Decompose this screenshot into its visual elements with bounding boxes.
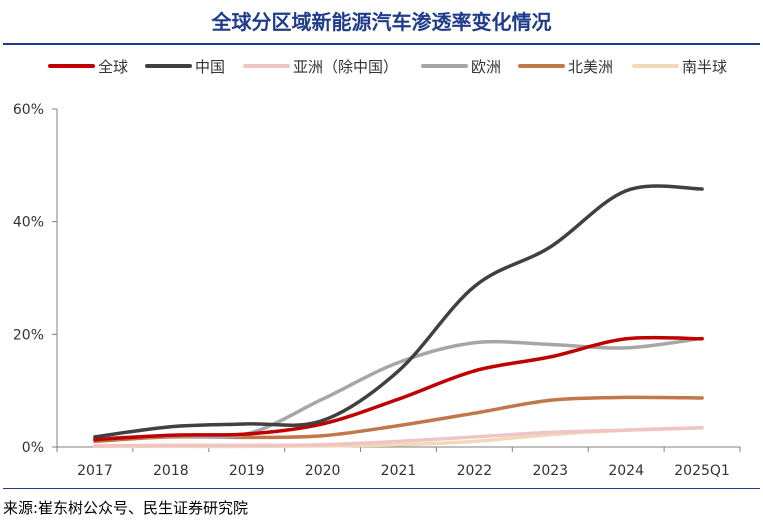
legend-label: 欧洲	[471, 58, 501, 76]
legend: 全球 中国 亚洲（除中国） 欧洲 北美洲 南半球	[48, 58, 727, 76]
x-tick-label: 2017	[77, 463, 113, 479]
y-tick-label: 20%	[13, 327, 44, 343]
series-line-中国	[93, 184, 704, 439]
y-axis-ticks: 0% 20% 40% 60%	[13, 102, 57, 456]
legend-label: 北美洲	[568, 58, 613, 76]
legend-label: 亚洲（除中国）	[293, 58, 398, 76]
x-axis-ticks: 2017 2018 2019 2020 2021 2022 2023 2024 2025Q1	[56, 447, 741, 479]
series-lines	[93, 184, 704, 449]
x-tick-label: 2020	[305, 463, 341, 479]
footer-divider	[3, 488, 760, 489]
x-tick-label: 2023	[532, 463, 568, 479]
y-tick-label: 40%	[13, 215, 44, 231]
x-tick-label: 2021	[381, 463, 417, 479]
y-tick-label: 0%	[22, 440, 44, 456]
x-tick-label: 2019	[229, 463, 265, 479]
x-tick-label: 2024	[608, 463, 644, 479]
series-line-全球	[93, 335, 704, 442]
source-note: 来源:崔东树公众号、民生证券研究院	[3, 499, 249, 517]
x-tick-label: 2022	[457, 463, 493, 479]
line-chart: 全球 中国 亚洲（除中国） 欧洲 北美洲 南半球 0% 20% 40% 60% 2017 2018…	[13, 58, 741, 479]
legend-label: 中国	[195, 58, 225, 76]
title-underline	[3, 43, 760, 45]
legend-label: 南半球	[682, 58, 727, 76]
x-tick-label: 2025Q1	[674, 463, 730, 479]
series-line-亚洲（除中国）	[93, 426, 704, 448]
y-tick-label: 60%	[13, 102, 44, 118]
x-tick-label: 2018	[153, 463, 189, 479]
legend-label: 全球	[98, 58, 128, 76]
series-line-欧洲	[93, 336, 704, 441]
chart-title: 全球分区域新能源汽车渗透率变化情况	[211, 10, 552, 34]
